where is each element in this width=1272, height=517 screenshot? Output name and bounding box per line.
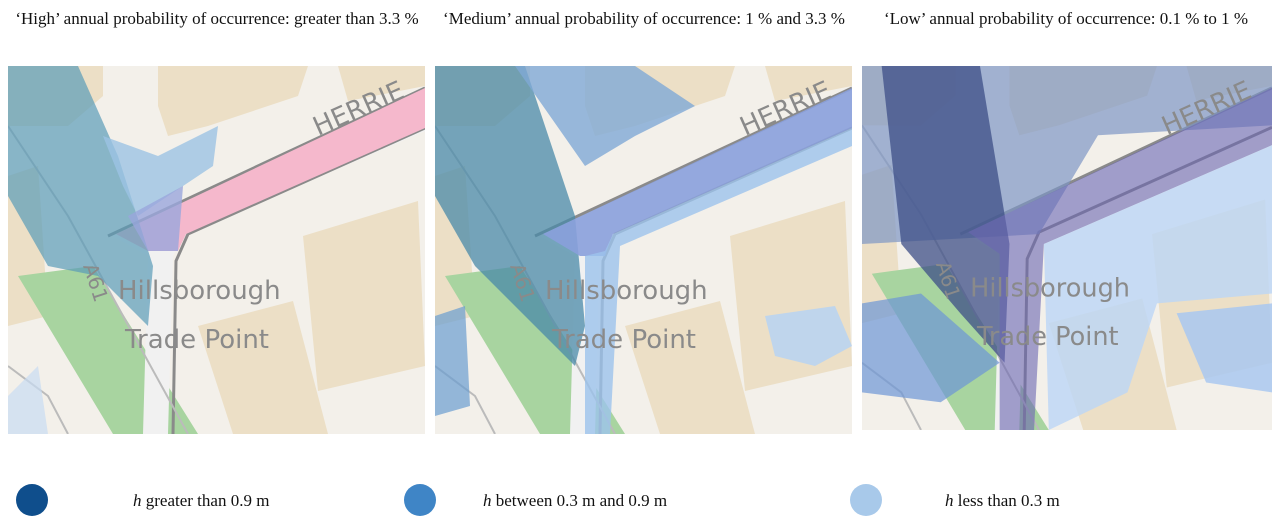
- legend-swatch: [404, 484, 438, 517]
- legend-text: between 0.3 m and 0.9 m: [496, 491, 667, 510]
- place-label: Hillsborough: [118, 276, 281, 306]
- panel-title: ‘High’ annual probability of occurrence:…: [0, 8, 437, 29]
- place-label: Hillsborough: [970, 273, 1130, 303]
- place-label: Trade Point: [551, 325, 696, 355]
- legend-swatch: [850, 484, 884, 517]
- legend-symbol: h: [133, 491, 142, 510]
- panel-title: ‘Medium’ annual probability of occurrenc…: [424, 8, 864, 29]
- legend-text: less than 0.3 m: [958, 491, 1060, 510]
- legend-text: greater than 0.9 m: [146, 491, 270, 510]
- legend-symbol: h: [945, 491, 954, 510]
- place-label: Hillsborough: [545, 276, 708, 306]
- place-label: Trade Point: [124, 325, 269, 355]
- panel-title: ‘Low’ annual probability of occurrence: …: [846, 8, 1272, 29]
- place-label: Trade Point: [976, 322, 1119, 352]
- legend-symbol: h: [483, 491, 492, 510]
- page: {"panels": [ {"title": "‘High’ annual pr…: [0, 0, 1272, 517]
- legend-swatch: [16, 484, 50, 517]
